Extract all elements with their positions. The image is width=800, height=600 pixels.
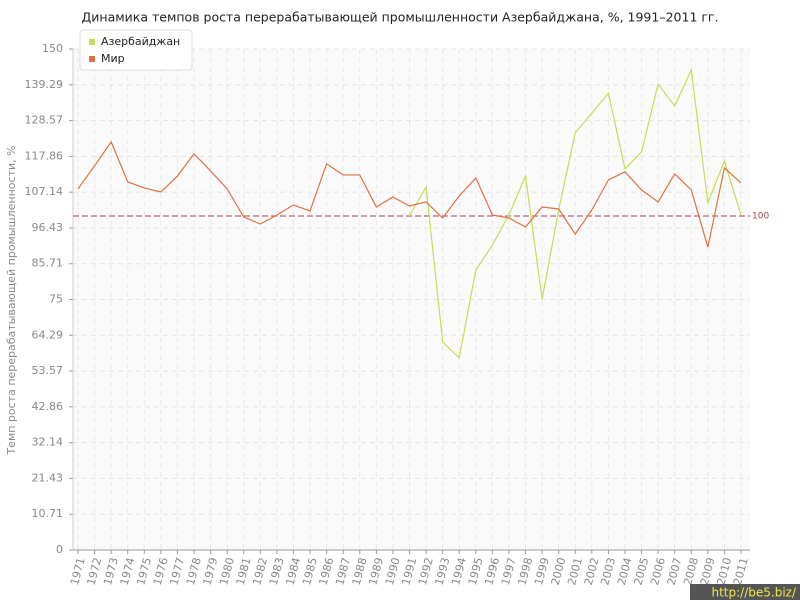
y-tick-label: 64.29 bbox=[32, 328, 64, 341]
legend-swatch bbox=[89, 56, 95, 62]
legend-label: Азербайджан bbox=[101, 35, 180, 48]
reference-label: 100 bbox=[752, 212, 769, 222]
y-tick-label: 107.14 bbox=[25, 185, 64, 198]
y-tick-label: 96.43 bbox=[32, 221, 64, 234]
y-tick-label: 42.86 bbox=[32, 400, 64, 413]
chart-title: Динамика темпов роста перерабатывающей п… bbox=[82, 10, 719, 25]
y-tick-label: 21.43 bbox=[32, 471, 64, 484]
y-tick-label: 53.57 bbox=[32, 364, 64, 377]
y-axis-label: Темп роста перерабатывающей промышленнос… bbox=[5, 145, 18, 455]
legend-swatch bbox=[89, 39, 95, 45]
y-tick-label: 85.71 bbox=[32, 257, 64, 270]
watermark-bg bbox=[690, 584, 800, 600]
legend-label: Мир bbox=[101, 52, 125, 65]
y-tick-label: 139.29 bbox=[25, 78, 64, 91]
y-tick-label: 117.86 bbox=[25, 149, 64, 162]
y-tick-label: 10.71 bbox=[32, 507, 64, 520]
x-tick-label: 2011 bbox=[731, 556, 751, 586]
watermark: http://be5.biz/ bbox=[711, 586, 796, 600]
y-tick-label: 128.57 bbox=[25, 114, 64, 127]
y-tick-label: 32.14 bbox=[32, 436, 64, 449]
y-tick-label: 150 bbox=[42, 42, 63, 55]
legend-box bbox=[79, 29, 193, 71]
series-line bbox=[77, 140, 742, 248]
y-tick-label: 75 bbox=[49, 293, 63, 306]
series-line bbox=[408, 67, 742, 360]
y-tick-label: 0 bbox=[56, 543, 63, 556]
